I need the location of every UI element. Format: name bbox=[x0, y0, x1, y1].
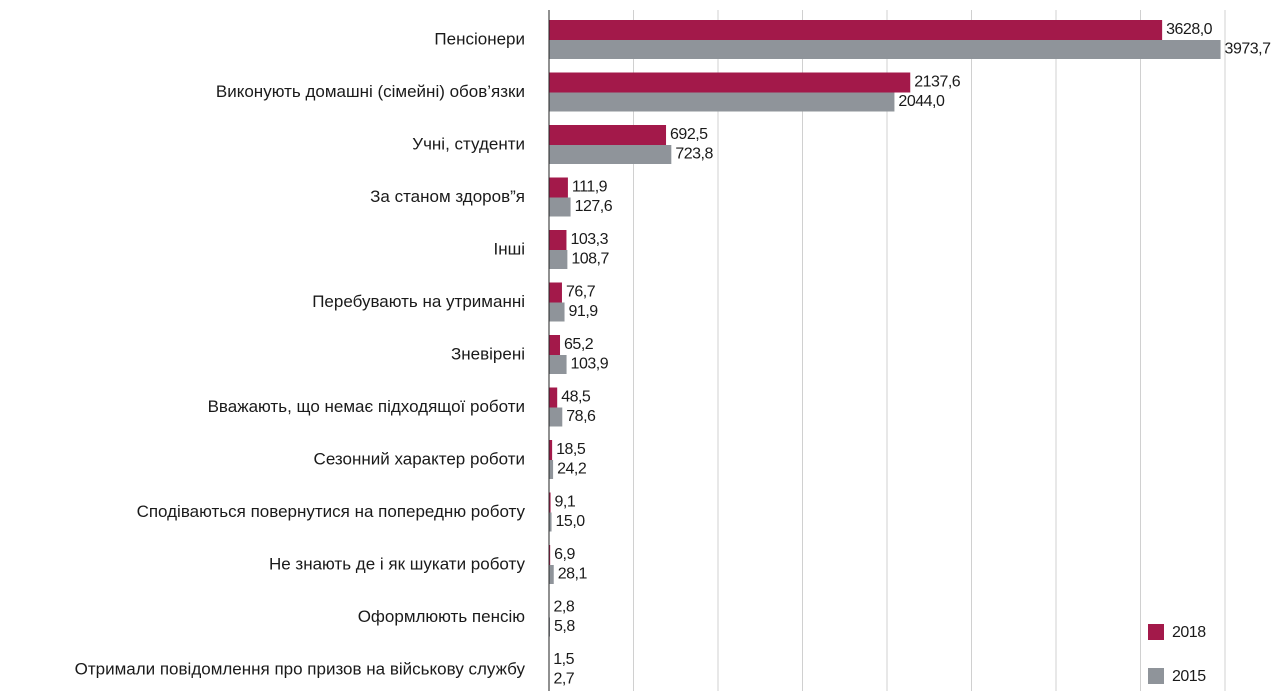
category-label: Вважають, що немає підходящої роботи bbox=[208, 397, 525, 416]
bar bbox=[549, 512, 552, 532]
category-label: Інші bbox=[493, 239, 525, 258]
bar bbox=[549, 387, 558, 408]
value-label: 103,9 bbox=[571, 356, 609, 373]
value-label: 9,1 bbox=[555, 494, 576, 511]
value-label: 692,5 bbox=[670, 126, 708, 143]
bar bbox=[549, 282, 562, 303]
bar bbox=[549, 40, 1221, 59]
bar bbox=[549, 460, 554, 479]
bar bbox=[549, 492, 551, 513]
category-label: Виконують домашні (сімейні) обов’язки bbox=[216, 82, 525, 101]
category-label: Отримали повідомлення про призов на війс… bbox=[75, 659, 526, 678]
bar bbox=[549, 565, 554, 584]
legend-swatch bbox=[1148, 668, 1164, 684]
category-label: Оформлюють пенсію bbox=[358, 607, 526, 626]
value-label: 18,5 bbox=[556, 441, 586, 458]
bar bbox=[549, 197, 571, 217]
bar bbox=[549, 355, 567, 374]
value-label: 6,9 bbox=[554, 546, 575, 563]
value-label: 1,5 bbox=[553, 651, 574, 668]
category-label: Сподіваються повернутися на попередню ро… bbox=[137, 502, 526, 521]
category-label: За станом здоров”я bbox=[370, 187, 525, 206]
value-label: 78,6 bbox=[566, 408, 596, 425]
value-label: 5,8 bbox=[554, 618, 575, 635]
value-label: 24,2 bbox=[557, 461, 587, 478]
bar bbox=[549, 177, 568, 198]
legend-swatch bbox=[1148, 624, 1164, 640]
bar bbox=[549, 72, 911, 93]
bar bbox=[549, 302, 565, 322]
value-label: 91,9 bbox=[569, 303, 599, 320]
category-label: Не знають де і як шукати роботу bbox=[269, 554, 526, 573]
value-label: 2,7 bbox=[553, 671, 574, 688]
bar bbox=[549, 545, 551, 565]
value-label: 3628,0 bbox=[1166, 21, 1213, 38]
bar bbox=[549, 335, 561, 355]
bar bbox=[549, 145, 672, 164]
legend-label: 2015 bbox=[1172, 668, 1206, 685]
category-label: Пенсіонери bbox=[434, 29, 525, 48]
category-label: Перебувають на утриманні bbox=[312, 292, 525, 311]
value-label: 111,9 bbox=[572, 179, 608, 196]
category-label: Учні, студенти bbox=[412, 134, 525, 153]
value-label: 65,2 bbox=[564, 336, 594, 353]
value-label: 3973,7 bbox=[1225, 41, 1272, 58]
value-label: 2044,0 bbox=[898, 93, 945, 110]
bar bbox=[549, 230, 567, 250]
value-label: 2,8 bbox=[553, 599, 574, 616]
bar bbox=[549, 125, 667, 145]
legend-label: 2018 bbox=[1172, 624, 1206, 641]
value-label: 15,0 bbox=[556, 513, 586, 530]
value-label: 76,7 bbox=[566, 284, 596, 301]
bar bbox=[549, 440, 553, 460]
value-label: 48,5 bbox=[561, 389, 591, 406]
bar bbox=[549, 20, 1163, 40]
value-label: 2137,6 bbox=[914, 74, 961, 91]
bar bbox=[549, 250, 568, 269]
bar bbox=[549, 92, 895, 112]
value-label: 108,7 bbox=[571, 251, 609, 268]
value-label: 127,6 bbox=[575, 198, 613, 215]
value-label: 103,3 bbox=[570, 231, 608, 248]
category-label: Зневірені bbox=[451, 344, 525, 363]
value-label: 28,1 bbox=[558, 566, 588, 583]
bar bbox=[549, 407, 563, 427]
value-label: 723,8 bbox=[675, 146, 713, 163]
category-label: Сезонний характер роботи bbox=[314, 449, 525, 468]
